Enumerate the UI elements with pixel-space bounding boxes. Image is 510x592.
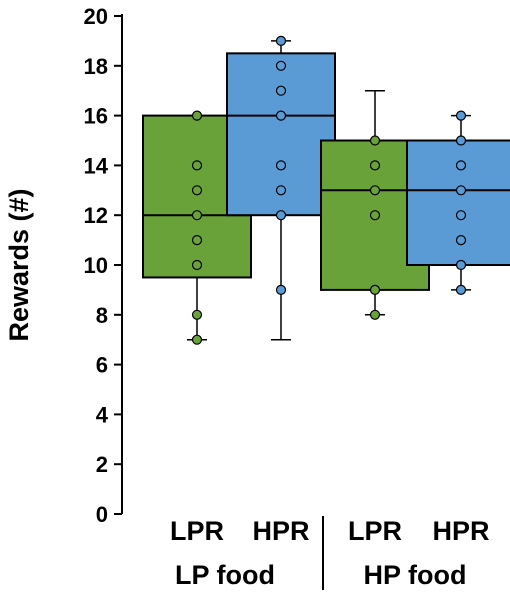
- y-tick-label: 2: [96, 452, 108, 477]
- y-tick-label: 16: [84, 104, 108, 129]
- y-tick-label: 12: [84, 203, 108, 228]
- data-point: [191, 160, 203, 171]
- boxes-layer: [142, 35, 510, 345]
- data-point: [275, 35, 287, 47]
- y-axis-ticks: 0 2 4 6 8 10 12 14 16 18 20: [84, 4, 122, 527]
- data-point: [455, 235, 467, 246]
- data-point: [275, 210, 287, 221]
- group-label: LP food: [175, 560, 275, 590]
- data-point: [275, 85, 287, 96]
- category-label: LPR: [348, 516, 402, 546]
- data-point: [369, 284, 381, 295]
- y-tick-label: 14: [84, 153, 109, 178]
- y-tick-label: 8: [96, 303, 108, 328]
- data-point: [455, 135, 467, 146]
- data-point: [369, 185, 381, 196]
- data-point: [455, 259, 467, 271]
- data-point: [191, 334, 203, 345]
- y-tick-label: 6: [96, 353, 108, 378]
- group-label: HP food: [364, 560, 467, 590]
- data-point: [455, 160, 467, 171]
- x-axis-labels: LPR HPR LP food LPR HPR HP food: [170, 516, 490, 590]
- data-point: [275, 60, 287, 71]
- data-point: [191, 259, 203, 271]
- data-point: [191, 309, 203, 320]
- data-point: [275, 185, 287, 196]
- category-label: HPR: [252, 516, 309, 546]
- data-point: [191, 110, 203, 121]
- data-point: [275, 284, 287, 295]
- y-tick-label: 18: [84, 54, 108, 79]
- data-point: [455, 185, 467, 196]
- data-point: [369, 160, 381, 171]
- data-point: [191, 235, 203, 246]
- box-iqr: [406, 139, 510, 266]
- data-point: [275, 160, 287, 171]
- data-point: [191, 210, 203, 221]
- y-axis-label: Rewards (#): [4, 188, 34, 341]
- box-lp-food-hpr: [226, 35, 336, 341]
- data-point: [275, 110, 287, 121]
- data-point: [369, 210, 381, 221]
- data-point: [455, 284, 467, 295]
- data-point: [369, 135, 381, 146]
- y-tick-label: 0: [96, 502, 108, 527]
- y-tick-label: 10: [84, 253, 108, 278]
- data-point: [455, 210, 467, 221]
- box-hp-food-hpr: [406, 110, 510, 295]
- data-point: [191, 185, 203, 196]
- data-point: [369, 309, 381, 320]
- y-tick-label: 20: [84, 4, 108, 29]
- data-point: [455, 110, 467, 121]
- category-label: HPR: [432, 516, 489, 546]
- category-label: LPR: [170, 516, 224, 546]
- y-tick-label: 4: [96, 402, 109, 427]
